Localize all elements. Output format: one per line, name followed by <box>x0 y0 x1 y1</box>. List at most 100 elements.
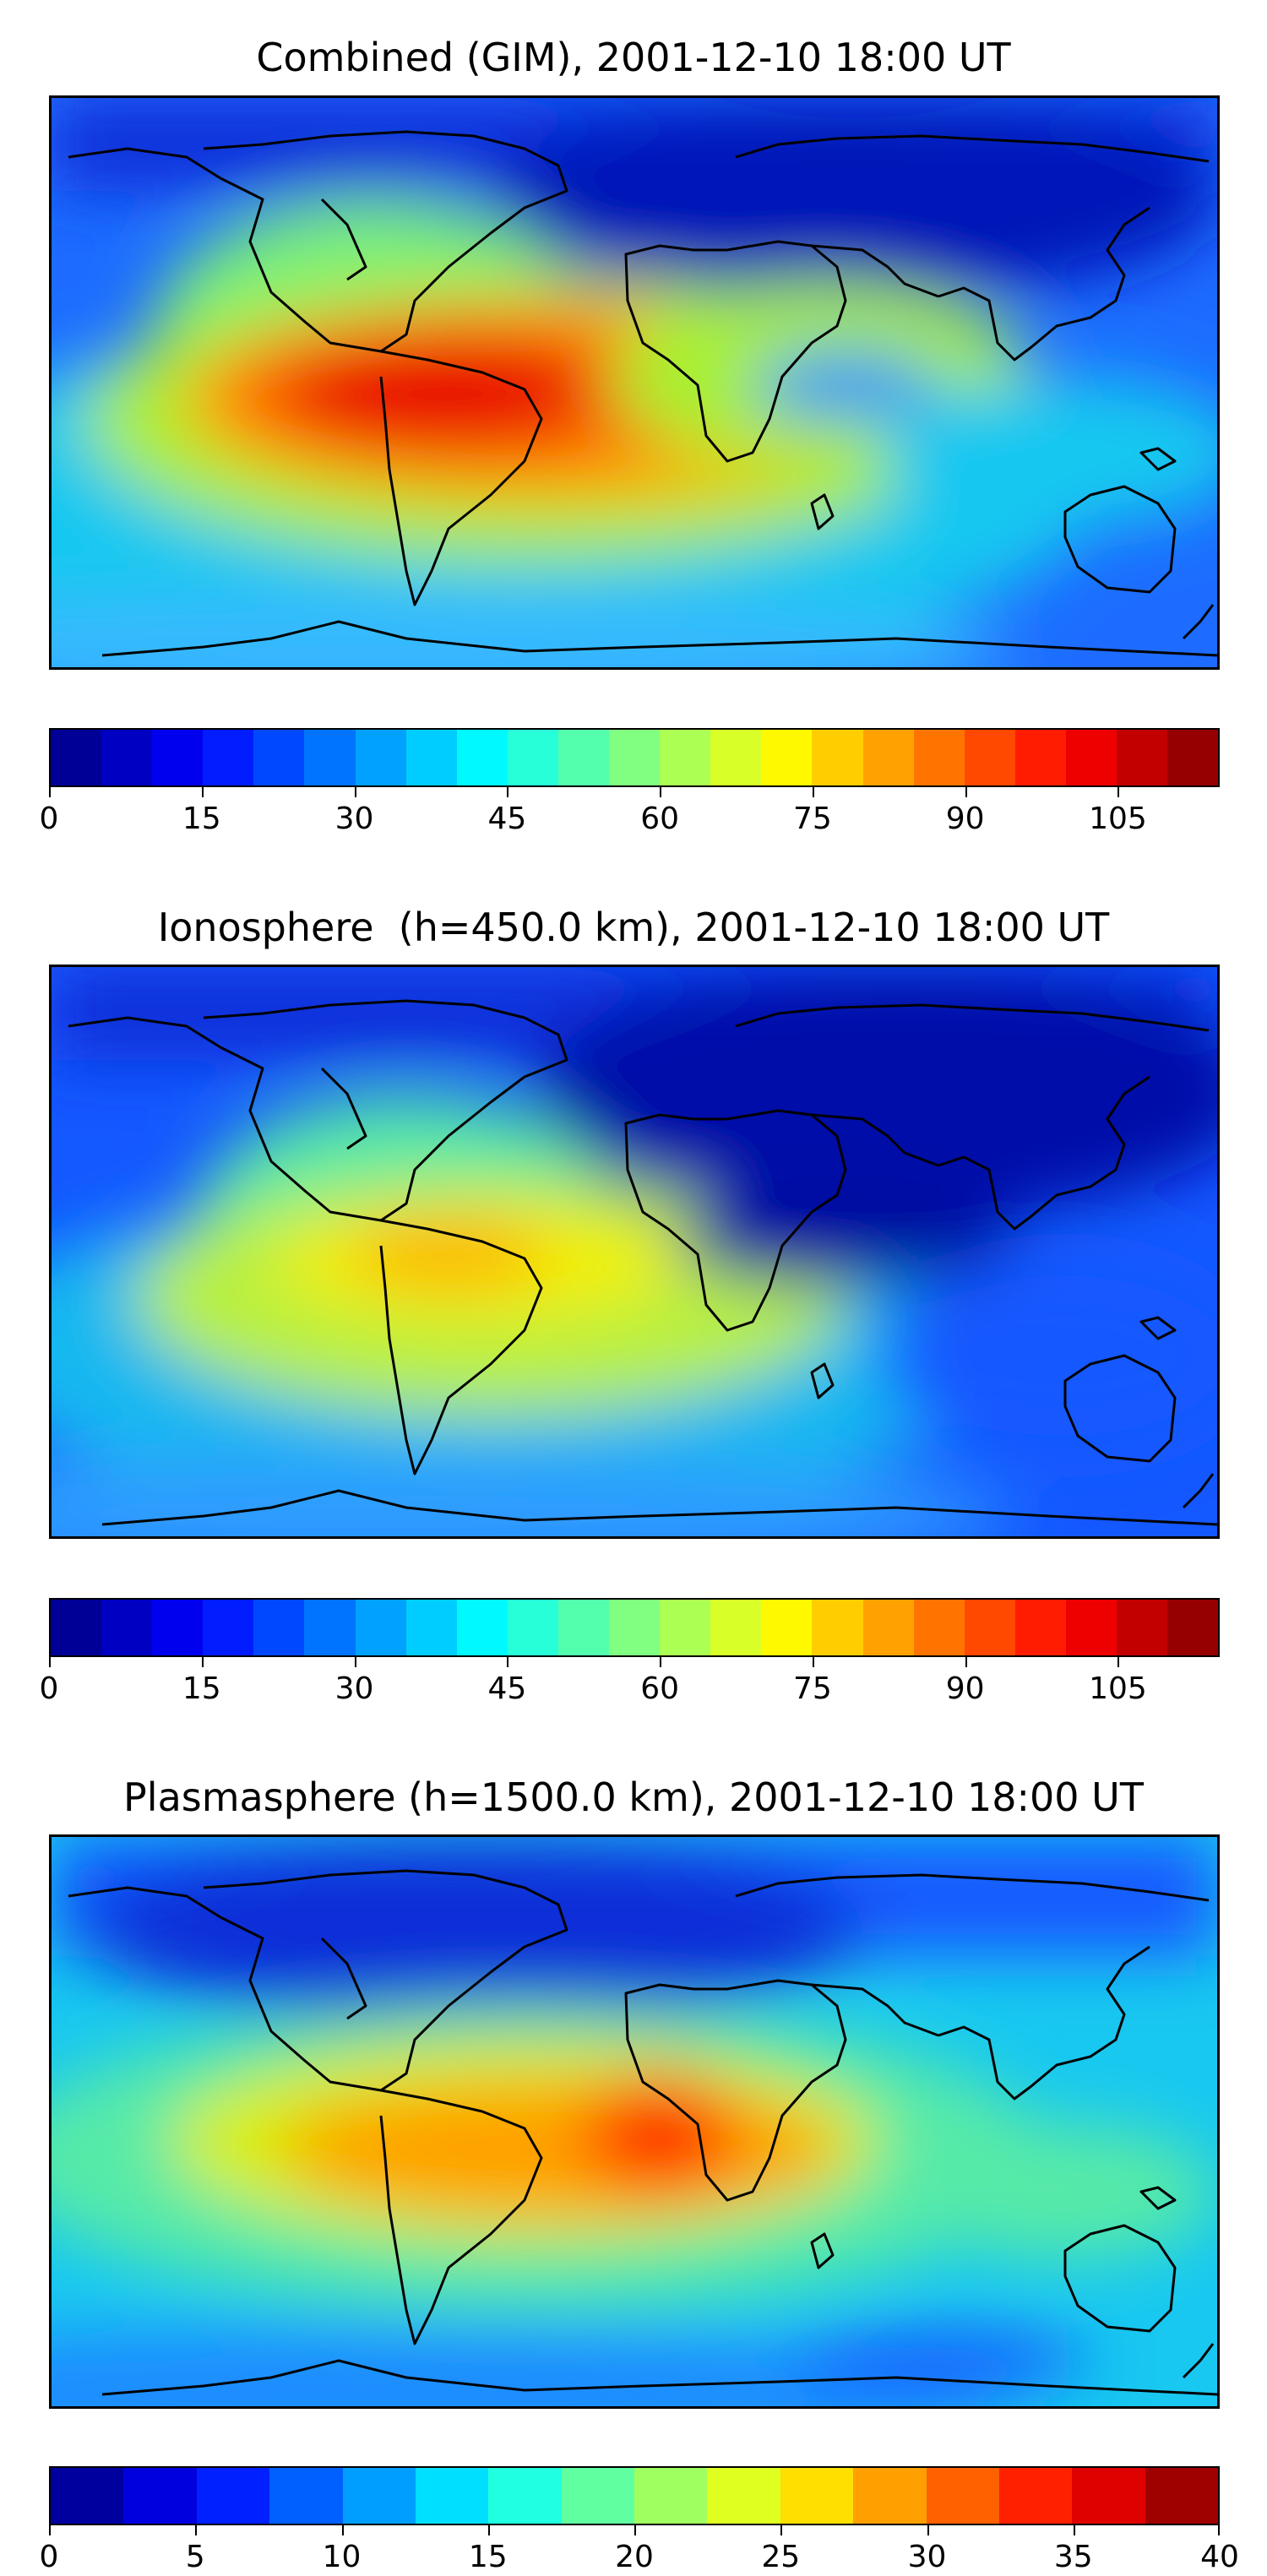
colorbar-segment <box>507 730 558 785</box>
colorbar-tick <box>1117 1657 1120 1667</box>
colorbar-tick <box>201 1657 204 1667</box>
map-title-ionosphere: Ionosphere (h=450.0 km), 2001-12-10 18:0… <box>157 905 1110 950</box>
colorbar-segment <box>913 730 965 785</box>
colorbar-segment <box>812 1600 863 1655</box>
colorbar-tick-label: 30 <box>907 2540 947 2574</box>
colorbar-segment <box>152 1600 204 1655</box>
colorbar-segment <box>761 730 813 785</box>
colorbar-segment <box>342 2468 416 2524</box>
colorbar-segment <box>152 730 204 785</box>
colorbar-tick <box>1073 2525 1075 2535</box>
colorbar-segment <box>253 730 305 785</box>
tec-map-plasmasphere <box>49 1834 1220 2409</box>
colorbar-segment <box>405 730 457 785</box>
colorbar-tick-label: 25 <box>761 2540 801 2574</box>
colorbar-segment <box>1116 1600 1168 1655</box>
colorbar-segment <box>101 730 153 785</box>
colorbar-segment <box>1145 2468 1218 2524</box>
colorbar-tick <box>49 1657 51 1667</box>
colorbar-tick <box>812 787 814 797</box>
colorbar-segment <box>196 2468 270 2524</box>
colorbar-segment <box>203 730 254 785</box>
colorbar-tick-label: 15 <box>182 802 221 836</box>
colorbar-tick-label: 60 <box>640 1671 680 1706</box>
tec-map-combined <box>49 95 1220 670</box>
colorbar-segment <box>609 730 661 785</box>
colorbar-tick-label: 5 <box>185 2540 205 2574</box>
colorbar-tick-label: 15 <box>468 2540 508 2574</box>
colorbar-tick <box>660 1657 662 1667</box>
colorbar-segment <box>123 2468 197 2524</box>
colorbar-segment <box>488 2468 562 2524</box>
colorbar-segment <box>812 730 863 785</box>
colorbar-tick <box>927 2525 929 2535</box>
colorbar-combined <box>49 728 1220 787</box>
colorbar-segment <box>1167 1600 1218 1655</box>
colorbar-segment <box>913 1600 965 1655</box>
colorbar-segment <box>269 2468 343 2524</box>
colorbar-tick <box>201 787 204 797</box>
colorbar-tick <box>660 787 662 797</box>
colorbar-segment <box>862 730 914 785</box>
colorbar-segment <box>660 1600 711 1655</box>
colorbar-segment <box>761 1600 813 1655</box>
colorbar-tick-label: 15 <box>182 1671 221 1706</box>
colorbar-segment <box>561 2468 634 2524</box>
colorbar-tick-label: 0 <box>39 2540 59 2574</box>
colorbar-tick <box>1117 787 1120 797</box>
colorbar-ticks-ionosphere: 0 15 30 45 60 75 90 105 <box>40 1657 1220 1708</box>
colorbar-segment <box>101 1600 153 1655</box>
map-title-plasmasphere: Plasmasphere (h=1500.0 km), 2001-12-10 1… <box>123 1774 1144 1820</box>
colorbar-tick-label: 75 <box>793 802 832 836</box>
colorbar-tick-label: 20 <box>615 2540 654 2574</box>
colorbar-segment <box>710 1600 762 1655</box>
colorbar-segment <box>1116 730 1168 785</box>
colorbar-tick <box>354 1657 356 1667</box>
colorbar-segment <box>51 1600 102 1655</box>
colorbar-segment <box>660 730 711 785</box>
colorbar-segment <box>304 1600 356 1655</box>
colorbar-segment <box>557 1600 610 1655</box>
map-title-combined: Combined (GIM), 2001-12-10 18:00 UT <box>256 35 1011 80</box>
colorbar-segment <box>253 1600 305 1655</box>
colorbar-segment <box>862 1600 914 1655</box>
colorbar-tick-label: 90 <box>945 802 985 836</box>
colorbar-tick <box>507 1657 509 1667</box>
colorbar-tick <box>812 1657 814 1667</box>
colorbar-segment <box>51 2468 124 2524</box>
colorbar-segment <box>780 2468 854 2524</box>
colorbar-tick-label: 35 <box>1053 2540 1093 2574</box>
tec-map-ionosphere <box>49 965 1220 1539</box>
colorbar-segment <box>355 1600 406 1655</box>
colorbar-segment <box>456 730 508 785</box>
colorbar-segment <box>415 2468 489 2524</box>
colorbar-tick-label: 10 <box>322 2540 362 2574</box>
colorbar-segment <box>1072 2468 1145 2524</box>
colorbar-tick <box>354 787 356 797</box>
colorbar-tick-label: 40 <box>1200 2540 1239 2574</box>
colorbar-tick-label: 105 <box>1089 1671 1147 1706</box>
colorbar-tick-label: 75 <box>793 1671 832 1706</box>
colorbar-segment <box>304 730 356 785</box>
colorbar-segment <box>51 730 102 785</box>
colorbar-segment <box>1167 730 1218 785</box>
colorbar-segment <box>203 1600 254 1655</box>
colorbar-tick <box>634 2525 636 2535</box>
colorbar-tick-label: 45 <box>487 1671 527 1706</box>
colorbar-segment <box>926 2468 999 2524</box>
colorbar-segment <box>1014 1600 1066 1655</box>
colorbar-tick-label: 45 <box>487 802 527 836</box>
colorbar-segment <box>609 1600 661 1655</box>
colorbar-segment <box>707 2468 780 2524</box>
colorbar-tick <box>49 2525 51 2535</box>
colorbar-tick <box>487 2525 490 2535</box>
colorbar-segment <box>1014 730 1066 785</box>
colorbar-segment <box>456 1600 508 1655</box>
colorbar-segment <box>710 730 762 785</box>
colorbar-tick <box>965 1657 967 1667</box>
colorbar-tick <box>965 787 967 797</box>
colorbar-tick-label: 90 <box>945 1671 985 1706</box>
colorbar-plasmasphere <box>49 2466 1220 2525</box>
colorbar-tick-label: 105 <box>1089 802 1147 836</box>
colorbar-segment <box>998 2468 1073 2524</box>
